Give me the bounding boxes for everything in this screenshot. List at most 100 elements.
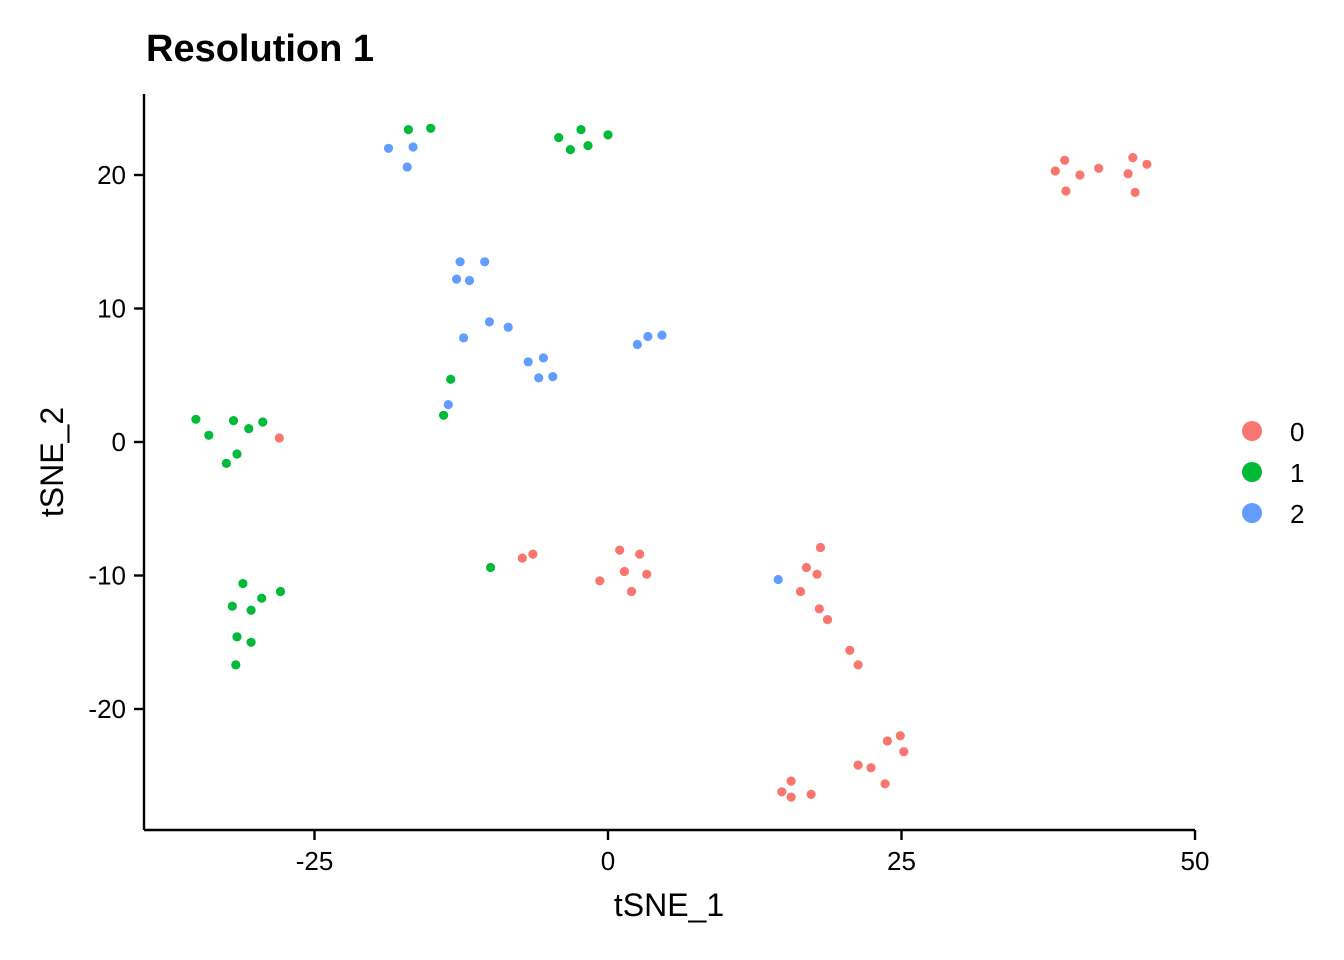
- data-point-cluster-0-9: [274, 433, 284, 443]
- x-tick-label-2: 25: [887, 846, 916, 876]
- legend-key-2: [1242, 503, 1262, 523]
- data-point-cluster-0-31: [880, 779, 890, 789]
- data-point-cluster-0-35: [806, 789, 816, 800]
- y-tick-label-0: -20: [88, 694, 126, 724]
- data-point-cluster-1-23: [231, 660, 241, 670]
- data-point-cluster-2-9: [459, 333, 469, 343]
- data-point-cluster-1-21: [232, 632, 242, 642]
- data-point-cluster-0-34: [786, 792, 796, 802]
- data-point-cluster-0-22: [814, 604, 824, 614]
- data-point-cluster-2-1: [408, 142, 418, 152]
- data-point-cluster-0-1: [1060, 155, 1070, 165]
- data-point-cluster-1-8: [204, 430, 214, 440]
- data-point-cluster-0-19: [812, 569, 822, 579]
- data-point-cluster-1-18: [246, 605, 256, 615]
- data-point-cluster-2-10: [523, 357, 533, 367]
- x-axis-title: tSNE_1: [614, 887, 724, 923]
- data-point-cluster-2-18: [773, 574, 783, 585]
- legend-key-0: [1242, 421, 1262, 441]
- data-point-cluster-0-26: [895, 731, 905, 741]
- data-point-cluster-0-2: [1075, 170, 1085, 180]
- data-point-cluster-1-1: [426, 123, 436, 133]
- data-point-cluster-2-11: [538, 353, 549, 363]
- data-point-cluster-0-5: [1128, 153, 1138, 163]
- data-point-cluster-0-17: [642, 569, 652, 579]
- y-tick-label-2: 0: [112, 427, 126, 457]
- data-point-cluster-0-20: [815, 542, 826, 553]
- data-point-cluster-2-13: [548, 372, 558, 382]
- data-point-cluster-0-3: [1094, 163, 1104, 173]
- y-axis-ticks: -20 -10 0 10 20: [88, 160, 144, 724]
- data-point-cluster-2-8: [503, 322, 513, 332]
- data-point-cluster-0-14: [619, 566, 630, 577]
- data-point-cluster-2-2: [402, 162, 412, 172]
- data-point-cluster-1-4: [576, 125, 586, 135]
- data-point-cluster-1-15: [439, 410, 449, 420]
- x-tick-label-3: 50: [1181, 846, 1210, 876]
- legend-label-2: 2: [1290, 499, 1304, 529]
- y-tick-label-4: 20: [97, 160, 126, 190]
- data-point-cluster-0-29: [853, 760, 863, 770]
- data-point-cluster-1-2: [554, 133, 564, 143]
- data-point-cluster-1-3: [565, 145, 576, 155]
- data-point-cluster-2-3: [455, 257, 465, 267]
- data-point-cluster-2-4: [480, 257, 490, 267]
- legend-label-1: 1: [1290, 458, 1304, 488]
- data-point-cluster-1-12: [221, 458, 231, 468]
- points-layer: [191, 123, 1152, 802]
- data-point-cluster-0-32: [777, 787, 787, 797]
- x-tick-label-1: 0: [601, 846, 615, 876]
- data-point-cluster-0-27: [882, 736, 893, 746]
- data-point-cluster-1-14: [446, 374, 456, 384]
- data-point-cluster-2-6: [464, 275, 475, 286]
- data-point-cluster-1-5: [583, 141, 593, 151]
- data-point-cluster-0-33: [786, 776, 796, 786]
- legend-key-1: [1242, 462, 1262, 482]
- data-point-cluster-1-9: [228, 416, 239, 426]
- data-point-cluster-1-11: [258, 417, 268, 427]
- data-point-cluster-2-5: [452, 274, 462, 284]
- data-point-cluster-0-12: [595, 576, 605, 586]
- data-point-cluster-0-21: [795, 586, 806, 597]
- data-point-cluster-1-20: [275, 586, 286, 597]
- data-point-cluster-0-30: [866, 763, 876, 773]
- data-point-cluster-0-10: [517, 553, 527, 563]
- data-point-cluster-0-23: [822, 615, 833, 625]
- y-axis-title: tSNE_2: [34, 407, 70, 517]
- data-point-cluster-1-6: [603, 130, 613, 140]
- chart-title: Resolution 1: [146, 28, 375, 70]
- data-point-cluster-2-16: [657, 330, 667, 340]
- data-point-cluster-2-7: [484, 317, 494, 327]
- data-point-cluster-0-24: [845, 645, 855, 655]
- data-point-cluster-2-12: [534, 373, 544, 383]
- data-point-cluster-0-15: [626, 586, 637, 597]
- data-point-cluster-0-0: [1050, 166, 1060, 176]
- data-point-cluster-0-7: [1061, 186, 1071, 196]
- data-point-cluster-0-4: [1123, 169, 1133, 179]
- data-point-cluster-2-15: [643, 331, 653, 342]
- data-point-cluster-1-22: [246, 637, 256, 647]
- y-tick-label-1: -10: [88, 561, 126, 591]
- legend: 0 1 2: [1242, 417, 1304, 529]
- data-point-cluster-0-13: [615, 545, 625, 555]
- x-tick-label-0: -25: [296, 846, 334, 876]
- data-point-cluster-0-28: [899, 747, 909, 757]
- data-point-cluster-2-17: [443, 400, 453, 410]
- data-point-cluster-0-6: [1142, 159, 1152, 169]
- data-point-cluster-1-0: [403, 125, 413, 135]
- data-point-cluster-0-16: [635, 549, 645, 559]
- data-point-cluster-1-7: [191, 414, 201, 424]
- data-point-cluster-0-18: [801, 562, 812, 573]
- data-point-cluster-2-14: [632, 339, 643, 350]
- data-point-cluster-1-24: [486, 562, 496, 573]
- data-point-cluster-2-0: [383, 143, 394, 153]
- data-point-cluster-0-11: [528, 549, 538, 559]
- data-point-cluster-1-16: [238, 578, 248, 589]
- legend-label-0: 0: [1290, 417, 1304, 447]
- data-point-cluster-1-19: [257, 593, 267, 603]
- data-point-cluster-0-25: [853, 660, 863, 670]
- data-point-cluster-0-8: [1130, 187, 1140, 197]
- data-point-cluster-1-10: [244, 424, 254, 434]
- data-point-cluster-1-17: [227, 601, 237, 611]
